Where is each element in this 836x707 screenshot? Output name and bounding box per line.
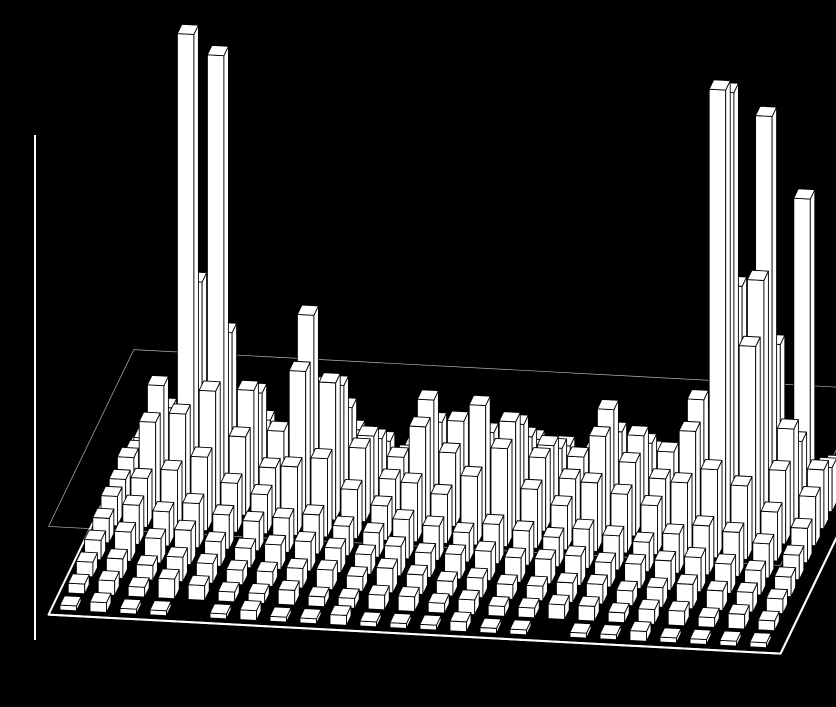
bar-side xyxy=(688,473,693,556)
bar-front xyxy=(488,606,505,617)
bar-front xyxy=(758,620,775,631)
bar-side xyxy=(718,460,723,558)
bar-front xyxy=(728,614,745,630)
bar-side xyxy=(748,477,753,560)
bar-side xyxy=(306,362,311,518)
bar-front xyxy=(188,585,205,601)
bar-front xyxy=(668,610,685,626)
bar-side xyxy=(606,427,611,534)
bar-front xyxy=(450,621,467,632)
bar-side xyxy=(546,448,551,531)
bar-front xyxy=(68,583,85,594)
bar-side xyxy=(374,427,379,505)
bar-side xyxy=(764,271,769,525)
bar-front xyxy=(398,596,415,612)
bar-side xyxy=(156,413,161,511)
bar-front xyxy=(330,615,347,626)
bar-side xyxy=(516,413,521,530)
bar-side xyxy=(636,453,641,536)
bar-side xyxy=(478,467,483,545)
bar-side xyxy=(216,382,221,514)
bar-side xyxy=(538,480,543,548)
bar-side xyxy=(486,396,491,528)
bar-front xyxy=(630,631,647,642)
bar-side xyxy=(756,337,761,542)
bar-front xyxy=(518,607,535,618)
bar-side xyxy=(810,190,815,493)
bar-side xyxy=(734,83,739,524)
bar-side xyxy=(298,458,303,536)
bar-front xyxy=(240,610,257,621)
bar-side xyxy=(508,439,513,546)
bar-front xyxy=(608,612,625,623)
bar-side xyxy=(772,107,777,508)
bar-front xyxy=(158,578,175,598)
bar-side xyxy=(366,439,371,522)
bar-side xyxy=(824,461,829,529)
bar-side xyxy=(426,418,431,525)
bar-side xyxy=(726,81,731,541)
bar-side xyxy=(336,374,341,521)
bar-side xyxy=(628,485,633,553)
bar-side xyxy=(456,444,461,527)
bar-front xyxy=(278,590,295,606)
bar-front xyxy=(368,594,385,610)
bar-side xyxy=(794,420,799,527)
bar-chart-3d xyxy=(0,0,836,707)
bar-front xyxy=(428,602,445,613)
bar-side xyxy=(246,428,251,516)
bar-side xyxy=(254,381,259,498)
bar-front xyxy=(90,602,107,613)
bar-front xyxy=(128,586,145,597)
bar-front xyxy=(218,591,235,602)
bar-side xyxy=(418,474,423,542)
bar-side xyxy=(598,474,603,552)
bar-side xyxy=(178,461,183,529)
bar-side xyxy=(786,461,791,544)
bar-front xyxy=(548,604,565,620)
bar-side xyxy=(224,46,229,496)
bar-front xyxy=(308,596,325,607)
bar-front xyxy=(578,606,595,622)
bar-side xyxy=(328,449,333,537)
bar-side xyxy=(208,448,213,531)
bar-side xyxy=(194,25,199,495)
bar-front xyxy=(698,617,715,628)
